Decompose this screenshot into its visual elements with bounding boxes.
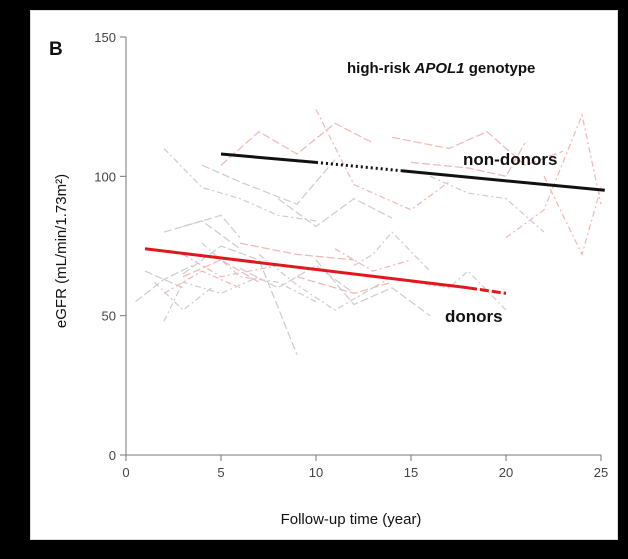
individual-trajectory	[182, 245, 298, 355]
background-trajectories	[135, 109, 602, 355]
individual-trajectory	[429, 175, 545, 233]
individual-trajectory	[410, 270, 507, 311]
individual-trajectory	[135, 264, 193, 303]
individual-trajectory	[182, 214, 241, 238]
panel-label: B	[49, 39, 63, 60]
y-tick-label: 0	[109, 448, 116, 463]
individual-trajectory	[201, 242, 317, 303]
individual-trajectory	[201, 159, 336, 205]
y-tick-label: 50	[102, 309, 116, 324]
individual-trajectory	[220, 122, 374, 166]
individual-trajectory	[239, 264, 355, 294]
individual-trajectory	[182, 253, 279, 278]
individual-trajectory	[505, 112, 602, 239]
y-tick-label: 150	[94, 30, 116, 45]
individual-trajectory	[277, 197, 393, 228]
individual-trajectory	[315, 109, 450, 211]
series-label-non-donors: non-donors	[463, 150, 557, 169]
chart-svg: B high-risk APOL1 genotype 0 5 10 15 20 25 0 5…	[49, 30, 608, 528]
individual-trajectory	[144, 270, 184, 289]
individual-trajectory	[391, 130, 564, 166]
x-tick-label: 25	[594, 465, 608, 480]
x-ticks: 0 5 10 15 20 25	[122, 455, 608, 480]
series-line-donors	[467, 286, 507, 295]
series-line-non-donors	[220, 152, 317, 164]
individual-trajectory	[163, 220, 241, 250]
individual-trajectory	[334, 248, 412, 272]
individual-trajectory	[154, 281, 212, 311]
individual-trajectory	[163, 276, 260, 322]
x-tick-label: 0	[122, 465, 129, 480]
series-line-non-donors	[401, 169, 605, 192]
individual-trajectory	[258, 253, 393, 311]
chart-figure: B high-risk APOL1 genotype 0 5 10 15 20 25 0 5…	[30, 10, 618, 540]
individual-trajectory	[182, 259, 260, 283]
individual-trajectory	[315, 259, 431, 317]
y-axis-label: eGFR (mL/min/1.73m²)	[53, 174, 70, 328]
individual-trajectory	[163, 148, 317, 222]
y-tick-label: 100	[94, 169, 116, 184]
axes	[125, 37, 601, 456]
individual-trajectory	[410, 142, 526, 177]
x-tick-label: 15	[404, 465, 418, 480]
x-axis-label: Follow-up time (year)	[281, 511, 422, 528]
series-lines	[144, 152, 605, 295]
chart-title: high-risk APOL1 genotype	[347, 60, 535, 77]
individual-trajectory	[163, 270, 241, 294]
series-line-donors	[144, 247, 469, 290]
x-tick-label: 5	[217, 465, 224, 480]
series-line-non-donors	[315, 160, 402, 173]
x-tick-label: 20	[499, 465, 513, 480]
individual-trajectory	[543, 176, 602, 257]
y-ticks: 0 50 100 150	[94, 30, 126, 463]
individual-trajectory	[353, 231, 431, 272]
x-tick-label: 10	[309, 465, 323, 480]
series-label-donors: donors	[445, 307, 503, 326]
individual-trajectory	[239, 242, 355, 261]
